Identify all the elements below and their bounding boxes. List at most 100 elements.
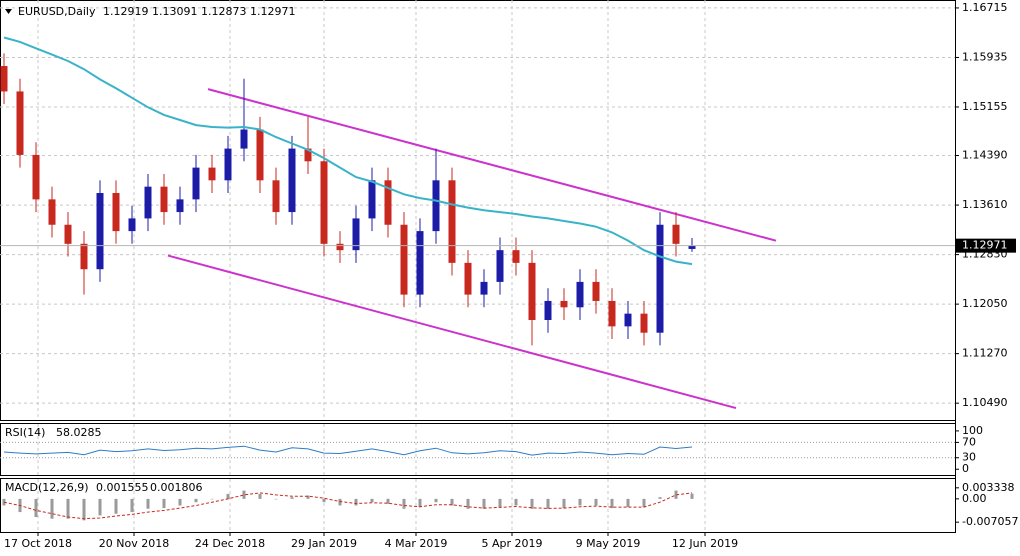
trend-line xyxy=(167,254,737,410)
candle-body xyxy=(672,224,680,244)
y-tick-label: 1.12050 xyxy=(962,297,1008,310)
macd-bar xyxy=(594,498,598,506)
candle-body xyxy=(576,281,584,308)
x-tick-label: 9 May 2019 xyxy=(576,537,641,550)
y-tick-label: -0.007057 xyxy=(962,515,1018,528)
macd-bar xyxy=(274,498,278,500)
candle-body xyxy=(656,224,664,333)
symbol-title: EURUSD,Daily xyxy=(18,5,96,18)
y-tick-label: 1.15935 xyxy=(962,50,1008,63)
moving-average xyxy=(3,36,693,266)
candle-body xyxy=(336,243,344,251)
candle-body xyxy=(368,180,376,219)
macd-bar xyxy=(450,498,454,506)
candle-body xyxy=(16,91,24,155)
macd-bar xyxy=(258,493,262,499)
candle-body xyxy=(480,281,488,295)
current-price-box xyxy=(956,238,1016,253)
candle-body xyxy=(528,262,536,320)
macd-bar xyxy=(434,498,438,503)
x-tick-label: 5 Apr 2019 xyxy=(481,537,542,550)
candle-body xyxy=(464,262,472,295)
candle-body xyxy=(352,218,360,251)
ohlc-value: 1.12971 xyxy=(250,5,296,18)
rsi-line xyxy=(3,445,693,456)
trend-line xyxy=(207,88,777,242)
candle-body xyxy=(544,300,552,320)
y-tick-label: 0.003338 xyxy=(962,481,1015,494)
candle-body xyxy=(160,186,168,213)
candle-body xyxy=(112,193,120,232)
macd-bar xyxy=(146,498,150,509)
ohlc-value: 1.13091 xyxy=(152,5,198,18)
candle-body xyxy=(320,161,328,244)
candle-body xyxy=(448,180,456,263)
ohlc-value: 1.12873 xyxy=(201,5,247,18)
y-tick-label: 1.11270 xyxy=(962,347,1008,360)
candle-body xyxy=(384,180,392,225)
indicator-value: 0.001555 xyxy=(96,481,149,494)
macd-bar xyxy=(578,498,582,506)
macd-bar xyxy=(338,498,342,506)
macd-bar xyxy=(626,498,630,508)
candle-body xyxy=(64,224,72,244)
candle-body xyxy=(608,300,616,327)
x-tick-label: 24 Dec 2018 xyxy=(195,537,265,550)
macd-bar xyxy=(514,498,518,506)
current-price-label: 1.12971 xyxy=(962,239,1008,252)
candle-body xyxy=(640,313,648,333)
macd-bar xyxy=(194,498,198,503)
macd-bar xyxy=(386,498,390,504)
x-tick-label: 4 Mar 2019 xyxy=(385,537,448,550)
candle-body xyxy=(304,148,312,162)
y-tick-label: 70 xyxy=(962,435,976,448)
y-tick-label: 1.10490 xyxy=(962,396,1008,409)
candle-body xyxy=(416,231,424,295)
macd-bar xyxy=(226,493,230,499)
candle-body xyxy=(32,154,40,200)
candle-body xyxy=(48,199,56,225)
y-tick-label: 0 xyxy=(962,462,969,475)
macd-bar xyxy=(370,498,374,503)
macd-bar xyxy=(322,498,326,503)
candle-body xyxy=(592,281,600,301)
ohlc-value: 1.12919 xyxy=(103,5,149,18)
candle-body xyxy=(272,180,280,213)
candle-body xyxy=(624,313,632,327)
macd-bar xyxy=(98,498,102,516)
candle-body xyxy=(400,224,408,295)
macd-bar xyxy=(610,498,614,509)
y-tick-label: 1.13610 xyxy=(962,198,1008,211)
candle-body xyxy=(128,218,136,232)
candle-body xyxy=(240,129,248,149)
macd-bar xyxy=(402,498,406,509)
menu-arrow[interactable] xyxy=(5,9,12,14)
macd-bar xyxy=(530,498,534,509)
macd-bar xyxy=(50,498,54,519)
macd-bar xyxy=(82,498,86,521)
macd-bar xyxy=(354,498,358,506)
candle-body xyxy=(512,250,520,263)
candle-body xyxy=(96,193,104,270)
x-tick-label: 29 Jan 2019 xyxy=(291,537,357,550)
candle-body xyxy=(80,243,88,270)
y-tick-label: 100 xyxy=(962,424,983,437)
candle-body xyxy=(0,66,8,92)
y-tick-label: 1.16715 xyxy=(962,1,1008,14)
macd-bar xyxy=(210,498,214,500)
y-tick-label: 30 xyxy=(962,451,976,464)
macd-bar xyxy=(34,498,38,518)
candle-body xyxy=(144,186,152,219)
indicator-title: RSI(14) xyxy=(5,426,45,439)
macd-bar xyxy=(690,493,694,499)
candle-body xyxy=(192,167,200,200)
macd-bar xyxy=(498,498,502,508)
macd-bar xyxy=(546,498,550,509)
candle-body xyxy=(688,245,696,249)
macd-bar xyxy=(178,498,182,506)
macd-bar xyxy=(162,498,166,509)
macd-bar xyxy=(642,498,646,508)
candle-body xyxy=(560,300,568,308)
candle-body xyxy=(208,167,216,181)
candle-body xyxy=(432,180,440,232)
